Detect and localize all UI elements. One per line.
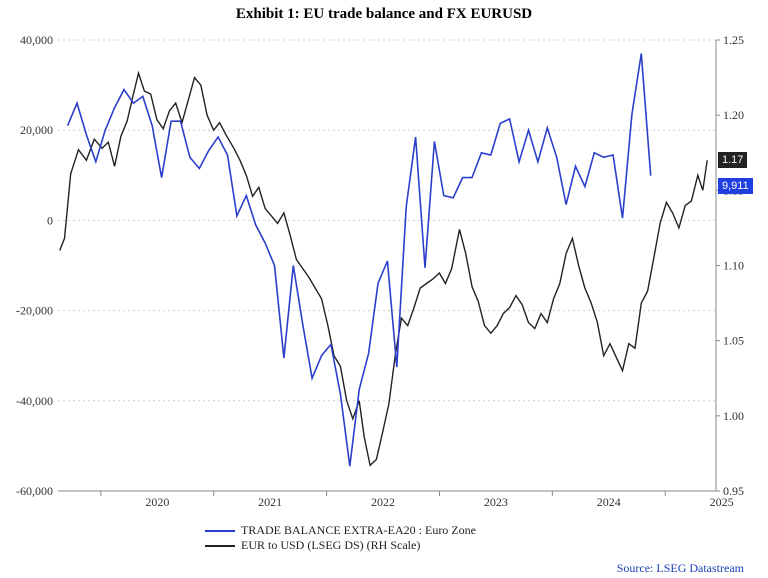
x-tick-label: 2021 (258, 495, 282, 509)
right-tick-label: 1.00 (723, 409, 744, 423)
trade-balance-last-value-badge: 9,911 (718, 177, 753, 194)
right-axis-ticks: 1.251.201.151.101.051.000.95 (716, 33, 744, 498)
legend-label-eurusd: EUR to USD (LSEG DS) (RH Scale) (241, 538, 421, 552)
left-tick-label: 20,000 (20, 123, 53, 137)
left-tick-label: -20,000 (16, 304, 53, 318)
left-tick-label: -60,000 (16, 484, 53, 498)
eurusd-last-value-badge: 1.17 (718, 152, 748, 169)
x-tick-label: 2023 (484, 495, 508, 509)
legend-item-eurusd: EUR to USD (LSEG DS) (RH Scale) (205, 538, 476, 553)
legend-label-trade-balance: TRADE BALANCE EXTRA-EA20 : Euro Zone (241, 523, 476, 537)
right-tick-label: 1.25 (723, 33, 744, 47)
legend: TRADE BALANCE EXTRA-EA20 : Euro Zone EUR… (205, 523, 476, 553)
eurusd-line (59, 70, 708, 467)
legend-swatch-trade-balance (205, 529, 235, 532)
x-tick-label: 2025 (710, 495, 734, 509)
left-tick-label: -40,000 (16, 394, 53, 408)
right-tick-label: 1.05 (723, 334, 744, 348)
right-tick-label: 1.20 (723, 108, 744, 122)
legend-item-trade-balance: TRADE BALANCE EXTRA-EA20 : Euro Zone (205, 523, 476, 538)
right-tick-label: 0.95 (723, 484, 744, 498)
x-tick-label: 2022 (371, 495, 395, 509)
source-note: Source: LSEG Datastream (616, 561, 744, 575)
left-axis-ticks: 40,000 20,000 0 -20,000 -40,000 -60,000 (16, 33, 53, 498)
left-tick-label: 0 (47, 213, 53, 227)
right-tick-label: 1.10 (723, 259, 744, 273)
x-axis-ticks: 2020 2021 2022 2023 2024 2025 (100, 491, 734, 509)
x-tick-label: 2020 (145, 495, 169, 509)
trade-balance-line (66, 53, 652, 467)
left-tick-label: 40,000 (20, 33, 53, 47)
chart-title: Exhibit 1: EU trade balance and FX EURUS… (235, 6, 533, 22)
x-tick-label: 2024 (597, 495, 621, 509)
legend-swatch-eurusd (205, 544, 235, 547)
